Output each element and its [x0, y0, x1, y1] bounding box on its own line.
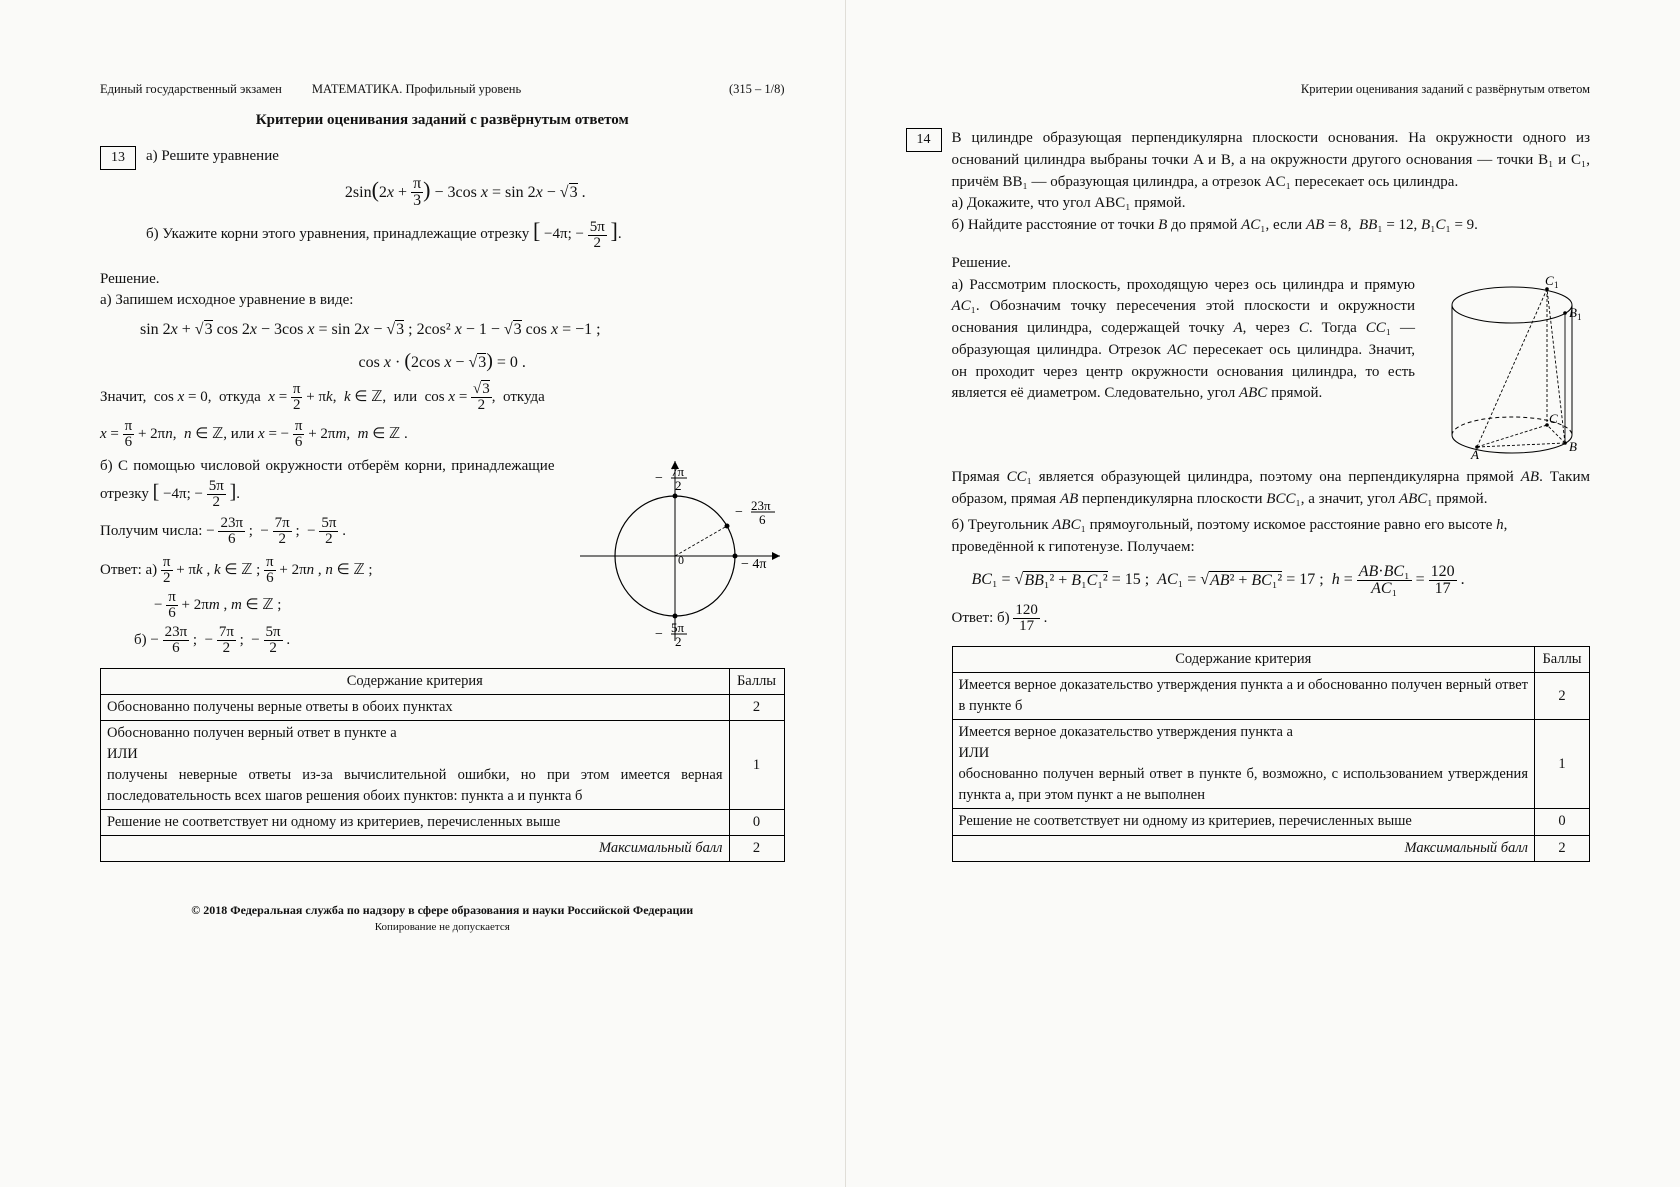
svg-text:B: B: [1569, 305, 1577, 320]
ans-b: б) − 23π6 ; − 7π2 ; − 5π2 .: [100, 625, 555, 656]
crit-r1: Обоснованно получены верные ответы в обо…: [101, 695, 730, 721]
svg-text:2: 2: [675, 634, 682, 646]
t14-solution: Решение. а) Рассмотрим плоскость, проход…: [952, 253, 1591, 635]
svg-text:−: −: [735, 505, 743, 520]
sol-a1: а) Запишем исходное уравнение в виде:: [100, 290, 785, 312]
sol-eq1: sin 2x + √3 cos 2x − 3cos x = sin 2x − √…: [100, 318, 785, 341]
hdr-title-r: Критерии оценивания заданий с развёрнуты…: [906, 80, 1591, 98]
svg-text:A: A: [1470, 447, 1479, 460]
svg-text:23π: 23π: [751, 498, 771, 513]
svg-text:2: 2: [675, 478, 682, 493]
hdr-subj: МАТЕМАТИКА. Профильный уровень: [312, 80, 521, 98]
crit-h2: Баллы: [1535, 647, 1590, 673]
crit-h1: Содержание критерия: [952, 647, 1535, 673]
svg-text:−: −: [655, 627, 663, 642]
ans-a2: − π6 + 2πm , m ∈ ℤ ;: [100, 590, 555, 621]
svg-text:6: 6: [759, 512, 766, 527]
page-spread: Единый государственный экзамен МАТЕМАТИК…: [0, 0, 1680, 1187]
svg-text:B: B: [1569, 439, 1577, 454]
crit-r1: Имеется верное доказательство утверждени…: [952, 673, 1535, 720]
t14-pb: б) Найдите расстояние от точки B до прям…: [952, 215, 1591, 237]
copyright-1: © 2018 Федеральная служба по надзору в с…: [100, 902, 785, 919]
task-14: 14 В цилиндре образующая перпендикулярна…: [906, 128, 1591, 861]
t13-b: б) Укажите корни этого уравнения, принад…: [146, 215, 785, 250]
t13-solution: Решение. а) Запишем исходное уравнение в…: [100, 269, 785, 657]
svg-text:5π: 5π: [671, 620, 685, 635]
criteria-table-14: Содержание критерияБаллы Имеется верное …: [952, 646, 1591, 861]
crit-r2: Имеется верное доказательство утверждени…: [952, 720, 1535, 809]
t13-eq-a: 2sin(2x + π3) − 3cos x = sin 2x − √3 .: [146, 174, 785, 210]
criteria-table-13: Содержание критерияБаллы Обоснованно пол…: [100, 668, 785, 862]
svg-text:C: C: [1549, 411, 1558, 426]
copyright-2: Копирование не допускается: [100, 920, 785, 936]
task-num-13: 13: [100, 146, 136, 170]
crit-max: Максимальный балл: [101, 836, 730, 862]
page-right: Критерии оценивания заданий с развёрнуты…: [846, 0, 1680, 1187]
t14-pa: а) Докажите, что угол ABC₁ прямой.: [952, 193, 1591, 215]
t14-ans: Ответ: б) 12017 .: [952, 603, 1591, 634]
crit-max: Максимальный балл: [952, 835, 1535, 861]
t14-stmt: В цилиндре образующая перпендикулярна пл…: [952, 128, 1591, 193]
ans-a: Ответ: а) π2 + πk , k ∈ ℤ ; π6 + 2πn , n…: [100, 555, 555, 586]
crit-h1: Содержание критерия: [101, 669, 730, 695]
header-left: Единый государственный экзамен МАТЕМАТИК…: [100, 80, 785, 98]
svg-text:C: C: [1545, 275, 1554, 288]
hdr-exam: Единый государственный экзамен: [100, 80, 282, 98]
t14-eq: BC₁ = √BB₁² + B₁C₁² = 15 ; AC₁ = √AB² + …: [952, 564, 1591, 597]
svg-text:7π: 7π: [671, 464, 685, 479]
t13-a: а) Решите уравнение: [146, 146, 785, 168]
crit-r2: Обоснованно получен верный ответ в пункт…: [101, 721, 730, 810]
sol-h: Решение.: [952, 253, 1591, 275]
cylinder-diagram: A B B1 C1 C: [1435, 275, 1590, 468]
t14-sol-a2: Прямая CC₁ является образующей цилиндра,…: [952, 467, 1591, 511]
sol-h: Решение.: [100, 269, 785, 291]
task-num-14: 14: [906, 128, 942, 152]
task-13: 13 а) Решите уравнение 2sin(2x + π3) − 3…: [100, 146, 785, 251]
sol-b2: Получим числа: − 23π6 ; − 7π2 ; − 5π2 .: [100, 516, 555, 547]
t14-sol-a: а) Рассмотрим плоскость, проходящую чере…: [952, 275, 1416, 468]
svg-text:1: 1: [1554, 280, 1559, 290]
t14-sol-b1: б) Треугольник ABC₁ прямоугольный, поэто…: [952, 515, 1591, 559]
svg-text:0: 0: [678, 553, 684, 567]
hdr-title: Критерии оценивания заданий с развёрнуты…: [100, 110, 785, 132]
svg-text:−: −: [655, 471, 663, 486]
svg-text:− 4π: − 4π: [741, 557, 766, 572]
crit-r3: Решение не соответствует ни одному из кр…: [952, 809, 1535, 835]
crit-h2: Баллы: [729, 669, 784, 695]
sol-eq2: cos x · (2cos x − √3) = 0 .: [100, 347, 785, 376]
unit-circle-diagram: 0 − 7π 2 − 5π 2 − 23π 6 − 4π: [575, 456, 785, 656]
hdr-page: (315 – 1/8): [729, 80, 785, 98]
sol-a3: x = π6 + 2πn, n ∈ ℤ, или x = − π6 + 2πm,…: [100, 419, 785, 450]
svg-text:1: 1: [1577, 312, 1582, 322]
page-left: Единый государственный экзамен МАТЕМАТИК…: [0, 0, 846, 1187]
crit-r3: Решение не соответствует ни одному из кр…: [101, 810, 730, 836]
sol-a2: Значит, cos x = 0, откуда x = π2 + πk, k…: [100, 382, 785, 413]
sol-b1: б) С помощью числовой окружности отберём…: [100, 456, 555, 510]
